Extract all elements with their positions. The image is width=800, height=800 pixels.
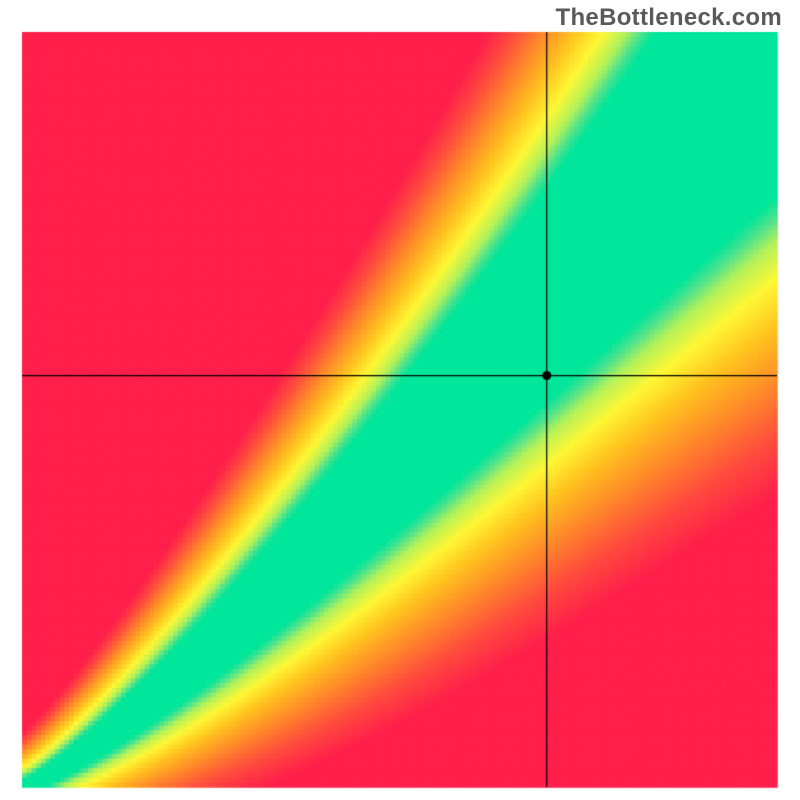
watermark-text: TheBottleneck.com xyxy=(556,4,782,32)
bottleneck-heatmap xyxy=(0,0,800,800)
